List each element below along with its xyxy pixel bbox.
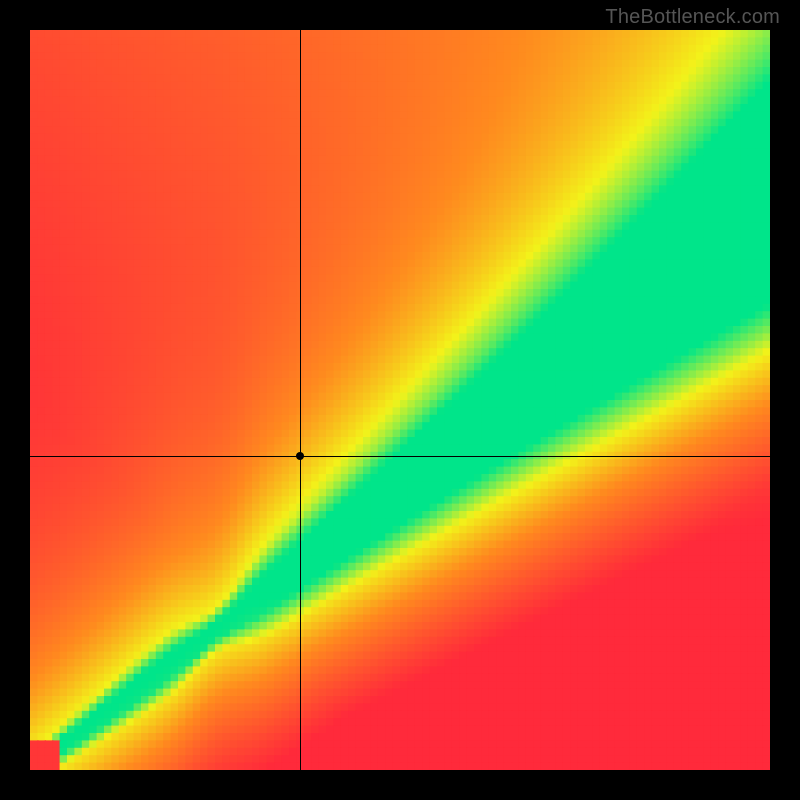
crosshair-vertical [300, 30, 301, 770]
crosshair-horizontal [30, 456, 770, 457]
crosshair-marker [296, 452, 304, 460]
heatmap-plot [30, 30, 770, 770]
watermark-text: TheBottleneck.com [605, 6, 780, 29]
figure-frame: TheBottleneck.com [0, 0, 800, 800]
heatmap-canvas [30, 30, 770, 770]
